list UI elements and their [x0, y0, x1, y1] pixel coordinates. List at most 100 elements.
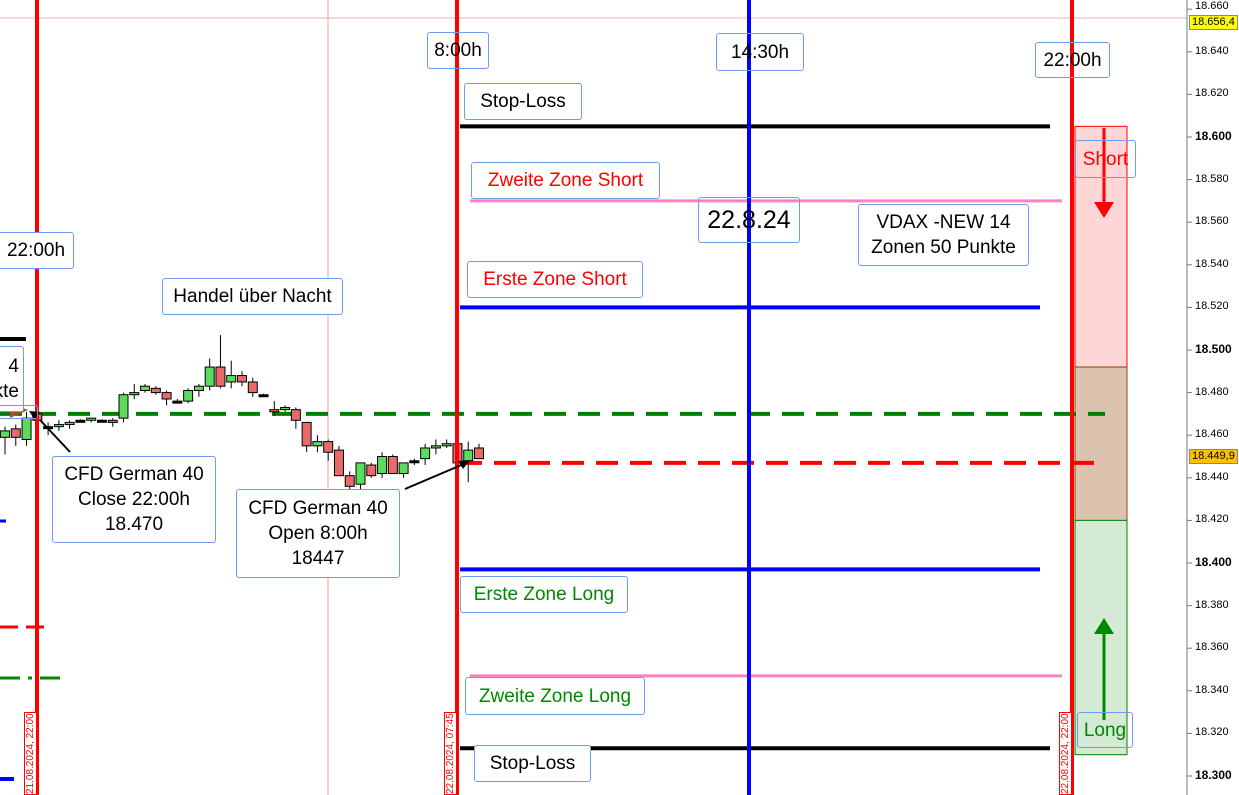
candle-body: [237, 375, 247, 383]
candle-body: [150, 387, 161, 394]
vdax-label-previous[interactable]: 4 kte: [0, 346, 24, 412]
candle-body: [430, 445, 441, 449]
long-arrowhead-icon: [1094, 618, 1114, 634]
candle-body: [398, 462, 409, 475]
price-tick-label: 18.340: [1195, 683, 1229, 696]
price-tick-label: 18.620: [1195, 87, 1229, 100]
open-pointer-line: [404, 462, 467, 490]
price-tick-label: 18.580: [1195, 172, 1229, 185]
candle-body: [193, 385, 204, 391]
previous-line2: kte: [0, 381, 19, 402]
price-tick-label: 18.500: [1195, 342, 1232, 356]
time-label-2200-right[interactable]: 22:00h: [1035, 42, 1110, 78]
candle-body: [107, 419, 118, 423]
open-line1: CFD German 40: [248, 498, 388, 519]
candle-body: [204, 366, 215, 387]
candle-body: [86, 417, 97, 421]
candle-body: [21, 417, 32, 440]
candle-body: [463, 449, 474, 462]
open-label[interactable]: CFD German 40 Open 8:00h 18447: [236, 489, 400, 578]
candle-body: [247, 381, 258, 394]
zweite-zone-long-label[interactable]: Zweite Zone Long: [465, 677, 645, 715]
candle-body: [215, 366, 226, 387]
date-label[interactable]: 22.8.24: [698, 197, 800, 243]
candle-body: [0, 430, 10, 438]
candle-body: [183, 389, 194, 402]
stop-loss-top-label[interactable]: Stop-Loss: [464, 83, 582, 120]
date-label-start: 21.08.2024, 22:00: [24, 712, 37, 795]
vdax-label[interactable]: VDAX -NEW 14 Zonen 50 Punkte: [858, 204, 1029, 266]
price-tick-label: 18.460: [1195, 428, 1229, 441]
middle-zone: [1074, 366, 1128, 521]
long-zone: [1074, 519, 1128, 756]
price-tick-label: 18.300: [1195, 768, 1232, 782]
close-label[interactable]: CFD German 40 Close 22:00h 18.470: [52, 456, 216, 543]
price-tick-label: 18.640: [1195, 44, 1229, 57]
candle-body: [312, 441, 323, 447]
time-label-800[interactable]: 8:00h: [427, 32, 489, 69]
candle-body: [269, 409, 280, 413]
short-label[interactable]: Short: [1075, 140, 1136, 178]
price-tick-label: 18.360: [1195, 641, 1229, 654]
price-badge: 18.656,4: [1189, 15, 1238, 30]
price-tick-label: 18.540: [1195, 257, 1229, 270]
candle-body: [333, 449, 344, 477]
close-line2: Close 22:00h: [78, 489, 190, 510]
price-tick-label: 18.520: [1195, 300, 1229, 313]
stop-loss-bottom-label[interactable]: Stop-Loss: [474, 745, 591, 782]
open-pointer-arrowhead: [458, 460, 470, 469]
candle-body: [161, 392, 172, 400]
candle-body: [75, 419, 86, 423]
candle-body: [323, 441, 334, 453]
price-tick-label: 18.420: [1195, 513, 1229, 526]
erste-zone-long-label[interactable]: Erste Zone Long: [460, 576, 628, 613]
price-tick-label: 18.480: [1195, 385, 1229, 398]
price-badge: 18.449,9: [1189, 448, 1238, 464]
price-tick-label: 18.320: [1195, 726, 1229, 739]
price-tick-label: 18.560: [1195, 215, 1229, 228]
candle-body: [10, 428, 21, 438]
candle-body: [140, 385, 151, 391]
handel-ueber-nacht-label[interactable]: Handel über Nacht: [162, 278, 343, 315]
candle-body: [129, 392, 140, 396]
candle-body: [96, 419, 107, 423]
time-label-2200-left[interactable]: 22:00h: [0, 232, 74, 269]
candle-body: [387, 456, 398, 475]
candle-body: [377, 456, 388, 475]
candle-body: [258, 394, 269, 398]
candle-body: [366, 464, 377, 477]
candle-body: [474, 447, 484, 460]
vdax-line2: Zonen 50 Punkte: [871, 237, 1016, 258]
previous-line1: 4: [8, 356, 19, 377]
open-line2: Open 8:00h: [268, 523, 368, 544]
candle-body: [355, 462, 366, 485]
close-line3: 18.470: [104, 514, 164, 535]
date-label-open: 22.08.2024, 07:45: [444, 712, 457, 795]
date-label-end: 22.08.2024, 22:00: [1059, 712, 1072, 795]
candle-body: [409, 460, 420, 464]
candle-body: [344, 475, 355, 487]
candle-body: [118, 394, 129, 419]
time-label-1430[interactable]: 14:30h: [716, 33, 804, 71]
candle-body: [172, 400, 183, 404]
price-tick-label: 18.440: [1195, 470, 1229, 483]
open-line3: 18447: [291, 548, 345, 569]
candle-body: [301, 421, 312, 447]
candle-body: [290, 409, 301, 421]
price-tick-label: 18.600: [1195, 129, 1232, 143]
close-pointer-line: [39, 419, 71, 453]
candle-body: [441, 443, 452, 447]
candle-body: [420, 447, 431, 460]
candle-body: [53, 424, 64, 428]
vdax-line1: VDAX -NEW 14: [876, 212, 1011, 233]
close-marker-box: [0, 405, 38, 419]
price-tick-label: 18.400: [1195, 555, 1232, 569]
short-arrowhead-icon: [1094, 202, 1114, 218]
price-tick-label: 18.380: [1195, 598, 1229, 611]
long-label[interactable]: Long: [1077, 712, 1133, 748]
zweite-zone-short-label[interactable]: Zweite Zone Short: [471, 162, 660, 199]
candle-body: [280, 407, 291, 411]
candle-body: [226, 375, 237, 383]
erste-zone-short-label[interactable]: Erste Zone Short: [467, 261, 643, 298]
